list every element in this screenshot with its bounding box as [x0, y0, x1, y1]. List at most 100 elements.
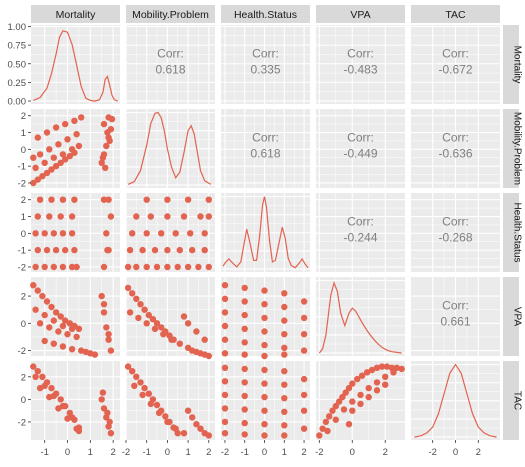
scatter-point [349, 407, 356, 414]
scatter-point [300, 407, 308, 414]
scatter-point [143, 263, 150, 271]
scatter-point [139, 246, 146, 254]
y-tick-label-tac: -2 [18, 417, 26, 428]
panel-background [221, 25, 310, 104]
scatter-point [373, 379, 381, 386]
scatter-point [68, 146, 76, 153]
panel-health-status-by-health-status [221, 193, 310, 272]
scatter-point [50, 230, 57, 237]
scatter-point [354, 375, 361, 383]
scatter-point [340, 406, 348, 413]
scatter-point [221, 364, 229, 371]
scatter-point [349, 380, 356, 387]
x-tick-label-health-status: 0 [262, 447, 267, 458]
scatter-point [162, 413, 169, 420]
y-tick-label-mortality: 0.75 [8, 41, 27, 52]
y-tick-label-mobility-problem: 1 [21, 128, 26, 139]
scatter-point [59, 230, 67, 237]
scatter-point [50, 154, 57, 161]
scatter-point [329, 407, 336, 414]
scatter-point [64, 331, 71, 338]
panel-mobility-problem-by-mobility-problem [125, 109, 215, 188]
scatter-point [98, 159, 105, 166]
scatter-point [100, 120, 108, 128]
scatter-point [221, 295, 229, 302]
scatter-point [158, 230, 165, 237]
corr-value: 0.618 [155, 63, 185, 77]
scatter-point [39, 373, 46, 380]
scatter-point [135, 314, 142, 322]
corr-value: 0.335 [250, 63, 280, 77]
scatter-point [241, 311, 248, 319]
scatter-point [106, 418, 113, 426]
scatter-point [241, 325, 248, 332]
scatter-point [281, 317, 288, 324]
scatter-point [164, 196, 171, 203]
scatter-point [241, 431, 248, 438]
row-strip-mortality [503, 25, 519, 104]
scatter-point [52, 246, 60, 254]
row-label-mobility-problem: Mobility.Problem [512, 112, 523, 185]
scatter-point [36, 196, 44, 203]
panel-mobility-problem-by-vpa: Corr: -0.449 [316, 109, 405, 188]
corr-label: Corr: [442, 131, 469, 145]
scatter-point [52, 162, 60, 170]
x-tick-label-mobility-problem: -2 [122, 447, 130, 458]
corr-value: -0.672 [438, 63, 472, 77]
scatter-point [241, 284, 248, 292]
scatter-point [261, 341, 268, 349]
scatter-point [129, 230, 136, 237]
scatter-point [50, 317, 57, 324]
scatter-point [205, 213, 212, 220]
scatter-point [57, 396, 64, 403]
x-tick-label-health-status: -1 [241, 447, 249, 458]
row-strip-vpa [503, 277, 519, 356]
scatter-point [261, 328, 268, 335]
scatter-point [34, 213, 41, 220]
column-strip-mobility-problem [126, 5, 215, 23]
scatter-point [106, 137, 113, 145]
x-tick-label-health-status: 2 [301, 447, 306, 458]
y-tick-label-health-status: 2 [21, 195, 26, 206]
density-curve-vpa [318, 280, 402, 354]
scatter-point [107, 347, 115, 354]
row-strip-health-status [503, 193, 519, 272]
scatter-point [52, 124, 60, 131]
y-tick-label-tac: 2 [21, 372, 26, 383]
panel-vpa-by-vpa [316, 277, 405, 356]
scatter-point [164, 213, 171, 220]
scatter-point [126, 309, 134, 316]
scatter-point [57, 159, 64, 166]
scatter-point [205, 263, 212, 271]
panel-mortality-by-vpa: Corr: -0.483 [316, 25, 405, 104]
scatter-point [300, 391, 308, 399]
scatter-point [261, 287, 268, 294]
scatter-point [332, 402, 339, 410]
scatter-point [149, 316, 157, 323]
scatter-point [147, 400, 154, 408]
scatter-point [153, 263, 161, 271]
y-tick-label-health-status: -1 [18, 246, 26, 257]
x-tick-label-mobility-problem: 0 [165, 447, 170, 458]
corr-label: Corr: [442, 47, 469, 61]
scatter-point [107, 213, 115, 220]
scatter-point [176, 246, 183, 254]
scatter-point [261, 352, 268, 360]
scatter-point [172, 425, 179, 432]
column-label-mortality: Mortality [56, 9, 96, 21]
y-tick-label-vpa: -2 [18, 346, 26, 357]
panel-tac-by-mobility-problem [124, 361, 215, 440]
scatter-point [105, 331, 112, 338]
scatter-point [382, 381, 389, 388]
scatter-point [345, 421, 353, 428]
scatter-point [100, 301, 108, 308]
scatter-point [46, 146, 53, 153]
scatter-point [357, 400, 364, 408]
x-tick-label-mobility-problem: 1 [185, 447, 190, 458]
corr-label: Corr: [157, 47, 184, 61]
panel-background [221, 109, 310, 188]
scatter-point [241, 298, 248, 305]
column-strip-vpa [316, 5, 405, 23]
scatter-point [100, 196, 108, 203]
scatter-point [174, 263, 181, 271]
